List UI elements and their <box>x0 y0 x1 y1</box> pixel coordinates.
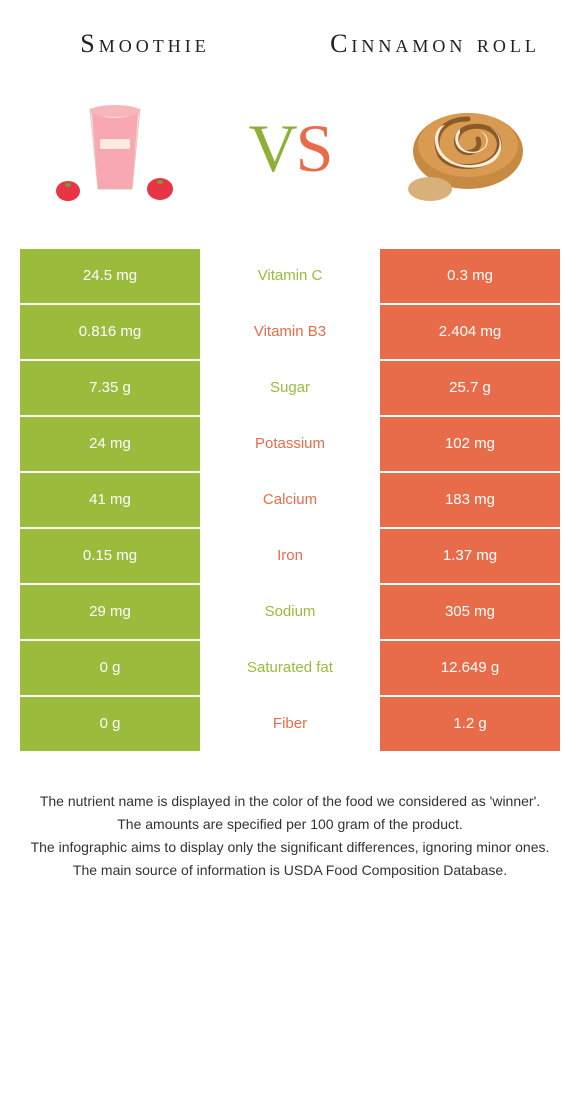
footer: The nutrient name is displayed in the co… <box>0 791 580 923</box>
cell-nutrient-label: Saturated fat <box>200 641 380 695</box>
footer-line-4: The main source of information is USDA F… <box>20 860 560 881</box>
header: Smoothie Cinnamon roll <box>0 0 580 69</box>
table-row: 0.15 mgIron1.37 mg <box>20 529 560 583</box>
cell-left-value: 0 g <box>20 641 200 695</box>
cell-left-value: 24.5 mg <box>20 249 200 303</box>
cell-right-value: 25.7 g <box>380 361 560 415</box>
cell-right-value: 183 mg <box>380 473 560 527</box>
cell-nutrient-label: Sugar <box>200 361 380 415</box>
cell-nutrient-label: Calcium <box>200 473 380 527</box>
table-row: 29 mgSodium305 mg <box>20 585 560 639</box>
table-row: 41 mgCalcium183 mg <box>20 473 560 527</box>
title-right: Cinnamon roll <box>310 30 560 59</box>
table-row: 0.816 mgVitamin B32.404 mg <box>20 305 560 359</box>
title-left: Smoothie <box>20 30 270 59</box>
table-row: 24.5 mgVitamin C0.3 mg <box>20 249 560 303</box>
cell-nutrient-label: Iron <box>200 529 380 583</box>
cell-right-value: 2.404 mg <box>380 305 560 359</box>
header-left: Smoothie <box>20 30 270 59</box>
table-row: 7.35 gSugar25.7 g <box>20 361 560 415</box>
footer-line-1: The nutrient name is displayed in the co… <box>20 791 560 812</box>
vs-letter-v: V <box>249 110 296 186</box>
cell-left-value: 0.816 mg <box>20 305 200 359</box>
cell-right-value: 305 mg <box>380 585 560 639</box>
header-right: Cinnamon roll <box>310 30 560 59</box>
cell-nutrient-label: Vitamin B3 <box>200 305 380 359</box>
smoothie-icon <box>40 89 190 209</box>
cell-nutrient-label: Fiber <box>200 697 380 751</box>
nutrient-table: 24.5 mgVitamin C0.3 mg0.816 mgVitamin B3… <box>20 249 560 751</box>
cell-nutrient-label: Vitamin C <box>200 249 380 303</box>
table-row: 24 mgPotassium102 mg <box>20 417 560 471</box>
vs-letter-s: S <box>296 110 332 186</box>
footer-line-2: The amounts are specified per 100 gram o… <box>20 814 560 835</box>
cell-left-value: 41 mg <box>20 473 200 527</box>
cell-left-value: 0 g <box>20 697 200 751</box>
table-row: 0 gSaturated fat12.649 g <box>20 641 560 695</box>
cell-right-value: 1.2 g <box>380 697 560 751</box>
cinnamon-roll-image <box>390 89 540 209</box>
hero-row: VS <box>0 69 580 249</box>
cell-nutrient-label: Potassium <box>200 417 380 471</box>
cell-right-value: 12.649 g <box>380 641 560 695</box>
table-row: 0 gFiber1.2 g <box>20 697 560 751</box>
cell-left-value: 0.15 mg <box>20 529 200 583</box>
cell-nutrient-label: Sodium <box>200 585 380 639</box>
vs-label: VS <box>249 109 332 188</box>
cell-left-value: 24 mg <box>20 417 200 471</box>
cell-right-value: 0.3 mg <box>380 249 560 303</box>
cinnamon-roll-icon <box>390 89 540 209</box>
cell-right-value: 102 mg <box>380 417 560 471</box>
footer-line-3: The infographic aims to display only the… <box>20 837 560 858</box>
cell-left-value: 7.35 g <box>20 361 200 415</box>
smoothie-image <box>40 89 190 209</box>
cell-right-value: 1.37 mg <box>380 529 560 583</box>
cell-left-value: 29 mg <box>20 585 200 639</box>
